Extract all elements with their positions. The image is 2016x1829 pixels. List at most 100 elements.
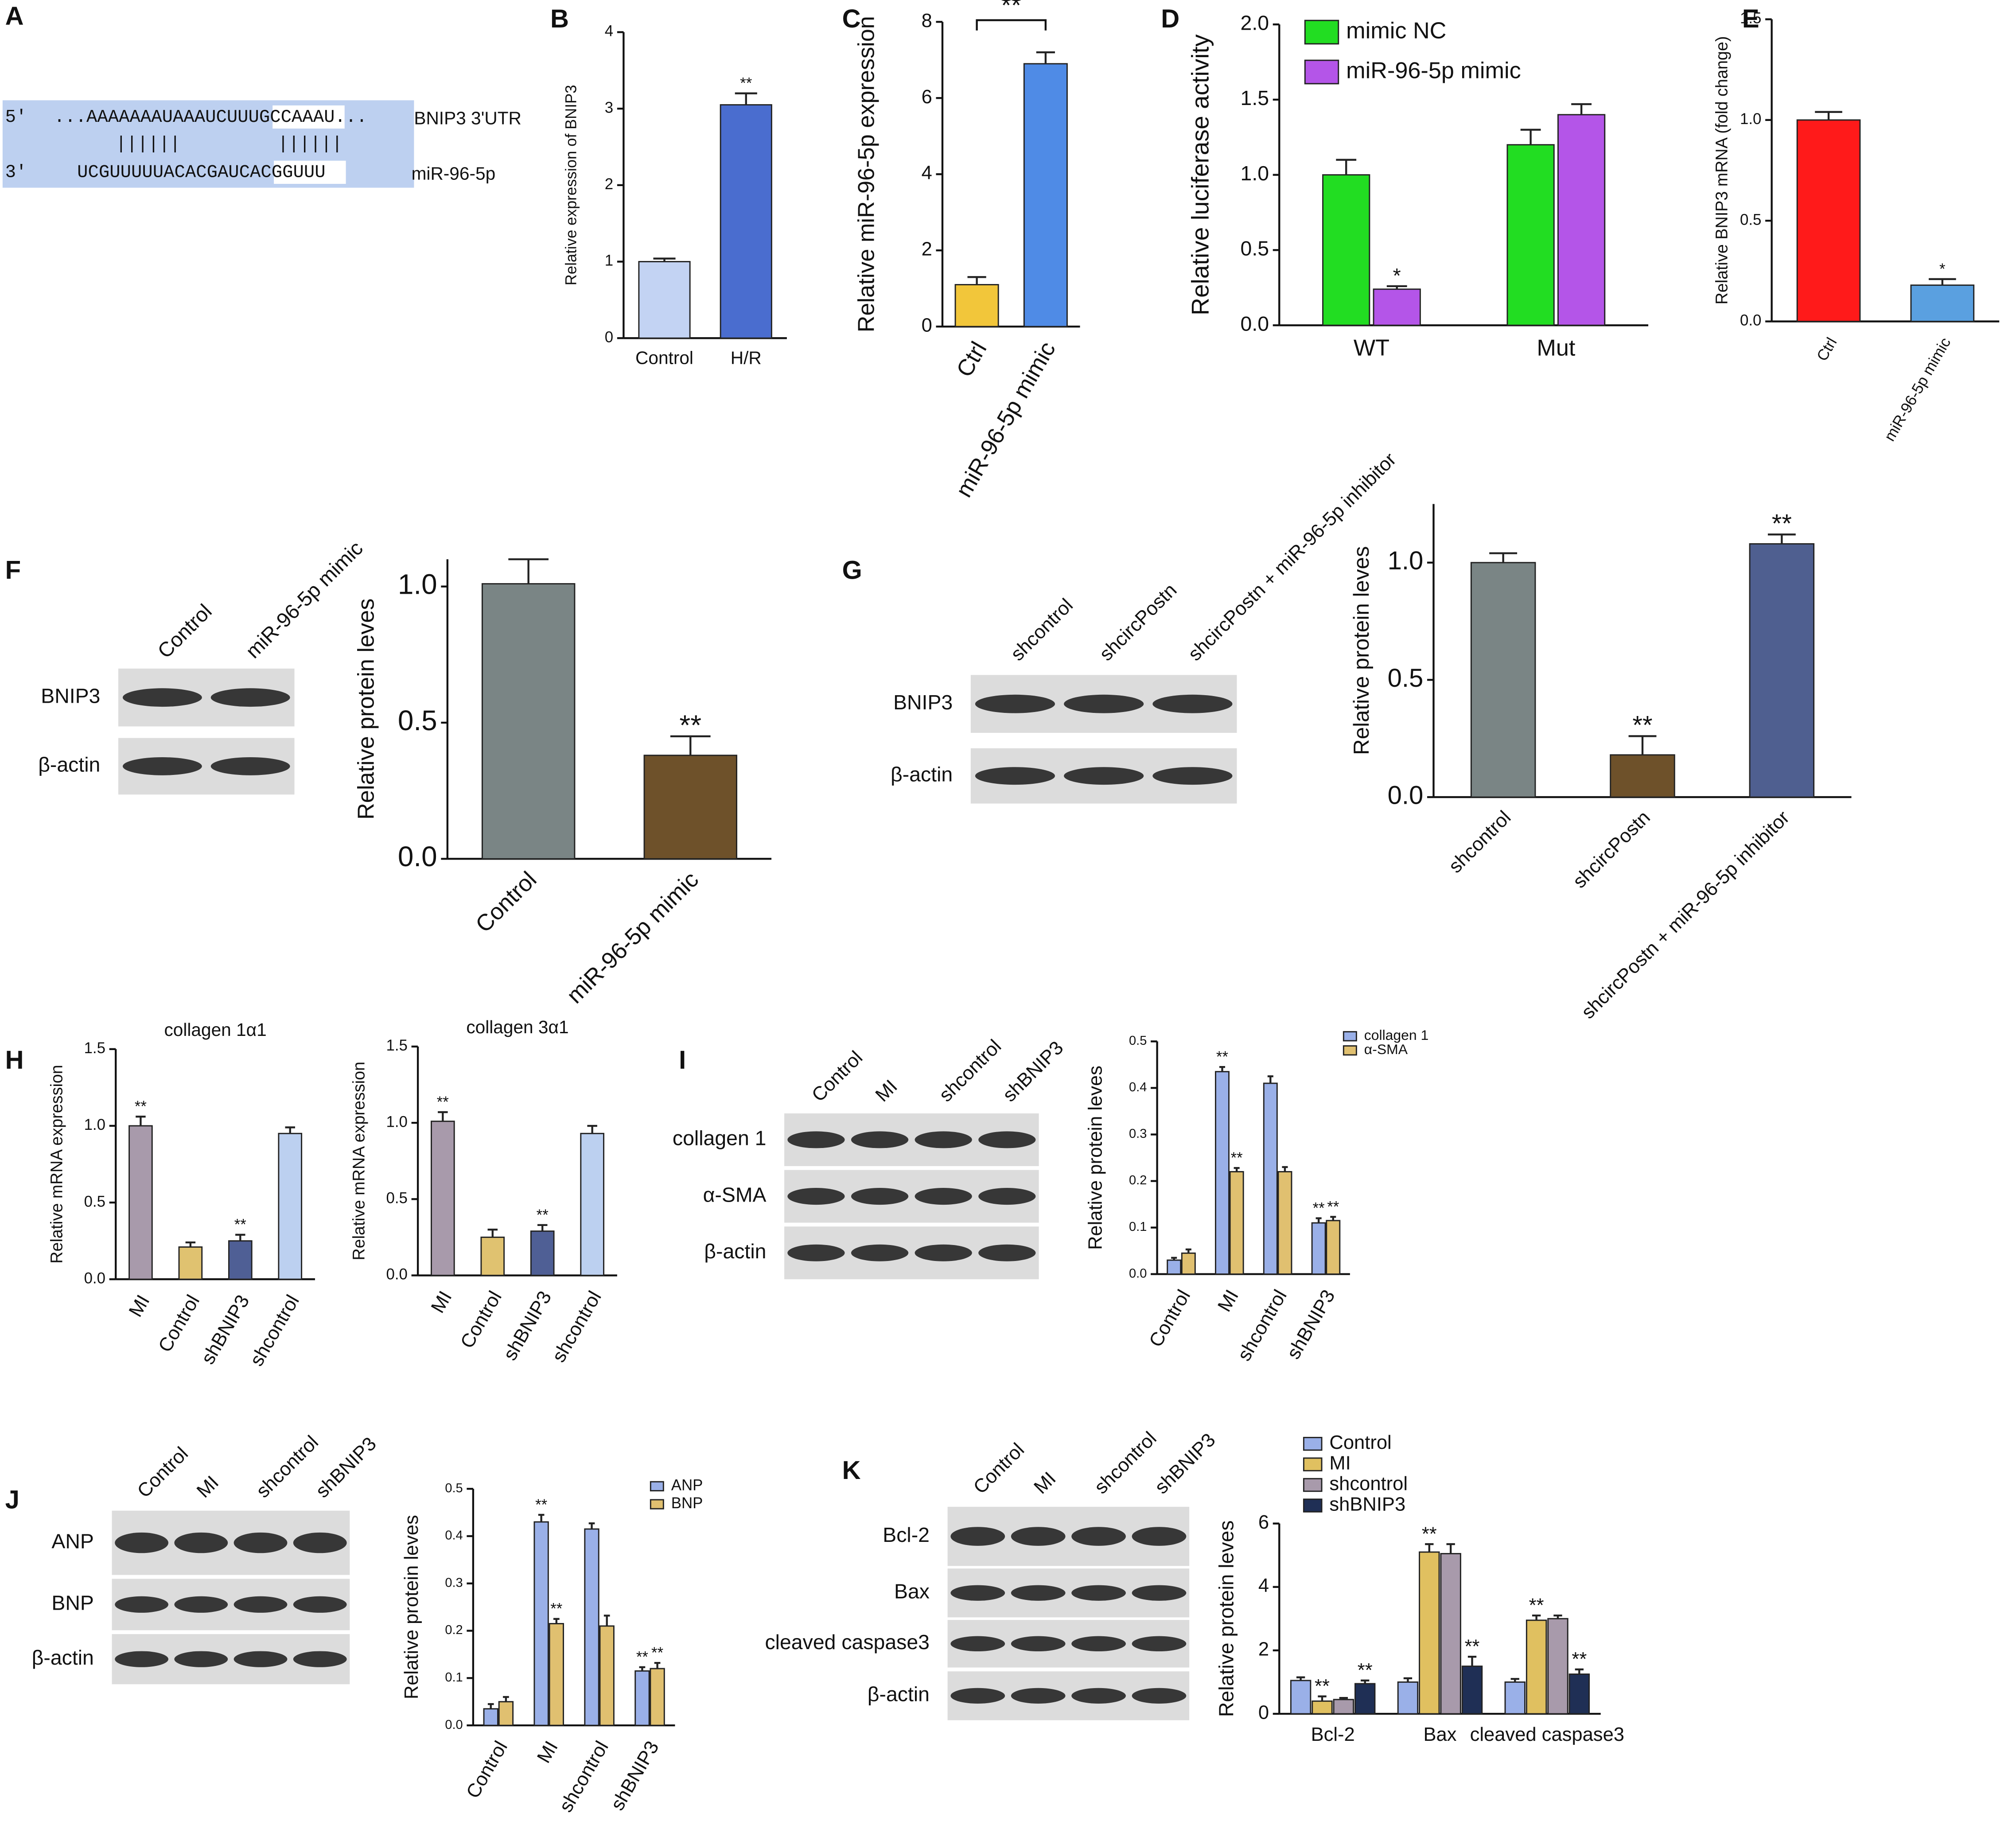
y-tick-label: 0.2 bbox=[1129, 1173, 1147, 1187]
lane-label: MI bbox=[1030, 1468, 1060, 1498]
blot-band bbox=[1152, 767, 1233, 785]
y-tick-label: 4 bbox=[605, 23, 613, 40]
x-tick-label: MI bbox=[533, 1737, 562, 1767]
bar bbox=[1229, 1171, 1244, 1275]
y-tick-label: 0.1 bbox=[1129, 1220, 1147, 1234]
blot-band bbox=[975, 767, 1055, 785]
bar bbox=[584, 1528, 599, 1726]
blot-band bbox=[1132, 1636, 1187, 1652]
bar bbox=[1354, 1683, 1376, 1715]
blot-band bbox=[915, 1188, 972, 1205]
blot-band bbox=[1152, 694, 1233, 713]
x-tick-label: H/R bbox=[731, 347, 762, 368]
y-tick-label: 2 bbox=[1258, 1638, 1269, 1660]
y-tick-label: 0.0 bbox=[1241, 312, 1269, 335]
lane-label: shBNIP3 bbox=[999, 1037, 1067, 1106]
y-tick-label: 0.5 bbox=[398, 704, 437, 736]
bar bbox=[650, 1668, 665, 1726]
significance: ** bbox=[636, 1649, 648, 1666]
bar bbox=[278, 1132, 303, 1280]
y-tick-label: 0.5 bbox=[1388, 664, 1424, 693]
y-tick-label: 0.1 bbox=[445, 1670, 463, 1685]
blot-band bbox=[115, 1596, 168, 1613]
y-tick-label: 1.5 bbox=[386, 1037, 407, 1054]
significance: ** bbox=[1313, 1199, 1325, 1217]
y-tick-label: 0.4 bbox=[445, 1529, 463, 1543]
x-tick-label: Ctrl bbox=[1814, 335, 1841, 364]
y-axis-label: Relative protein leves bbox=[1349, 546, 1374, 755]
bar bbox=[1312, 1700, 1333, 1715]
blot-band bbox=[1071, 1527, 1126, 1546]
bar bbox=[1263, 1082, 1278, 1275]
significance: * bbox=[1393, 264, 1401, 287]
significance: ** bbox=[740, 75, 752, 92]
blot-band bbox=[174, 1532, 228, 1553]
bar bbox=[128, 1125, 153, 1280]
y-tick-label: 1.0 bbox=[386, 1113, 407, 1130]
x-tick-label: shcontrol bbox=[1445, 807, 1515, 877]
legend-swatch bbox=[1303, 1436, 1323, 1451]
bracket bbox=[976, 19, 1047, 31]
significance: ** bbox=[234, 1216, 246, 1234]
y-tick-label: 0.2 bbox=[445, 1623, 463, 1637]
chart-title: collagen 3α1 bbox=[466, 1017, 568, 1037]
bar bbox=[228, 1240, 253, 1280]
three-prime: 3' bbox=[5, 163, 27, 183]
x-tick-label: miR-96-5p mimic bbox=[1881, 335, 1954, 444]
row-label: BNP bbox=[51, 1592, 93, 1615]
row-label: β-actin bbox=[32, 1646, 94, 1669]
legend-label: collagen 1 bbox=[1364, 1027, 1428, 1043]
legend-swatch bbox=[1304, 19, 1339, 45]
y-tick-label: 0.0 bbox=[84, 1269, 105, 1287]
blot-band bbox=[851, 1244, 909, 1261]
y-tick-label: 0.3 bbox=[445, 1576, 463, 1590]
y-tick-label: 0.5 bbox=[445, 1481, 463, 1495]
row-label: BNIP3 bbox=[893, 691, 953, 714]
x-tick-label: WT bbox=[1354, 335, 1389, 361]
legend-label: ANP bbox=[671, 1477, 703, 1494]
legend-swatch bbox=[1343, 1031, 1357, 1042]
x-tick-label: miR-96-5p mimic bbox=[562, 867, 704, 1008]
legend-swatch bbox=[1303, 1498, 1323, 1513]
panel-label: A bbox=[5, 2, 24, 31]
bar bbox=[481, 583, 576, 860]
legend-label: mimic NC bbox=[1346, 18, 1446, 43]
row-label: β-actin bbox=[38, 753, 100, 776]
blot-band bbox=[1071, 1688, 1126, 1704]
x-tick-label: cleaved caspase3 bbox=[1470, 1724, 1624, 1745]
y-tick-label: 6 bbox=[1258, 1512, 1269, 1533]
significance: ** bbox=[1358, 1660, 1373, 1681]
lane-label: Control bbox=[133, 1443, 192, 1502]
panel-label: F bbox=[5, 556, 21, 585]
bar bbox=[954, 284, 999, 327]
y-tick-label: 0.5 bbox=[1129, 1034, 1147, 1048]
row-label: ANP bbox=[51, 1529, 93, 1553]
y-tick-label: 0 bbox=[1258, 1702, 1269, 1724]
y-axis-label: Relative BNIP3 mRNA (fold change) bbox=[1712, 36, 1731, 305]
x-tick-label: shcontrol bbox=[246, 1292, 304, 1370]
lane-label: MI bbox=[872, 1076, 902, 1106]
blot-band bbox=[1132, 1585, 1187, 1601]
y-tick-label: 2.0 bbox=[1241, 11, 1269, 34]
y-tick-label: 0.3 bbox=[1129, 1127, 1147, 1141]
significance: ** bbox=[1001, 0, 1021, 20]
blot-band bbox=[293, 1532, 347, 1553]
blot-band bbox=[915, 1131, 972, 1148]
bar bbox=[1506, 144, 1555, 326]
blot-band bbox=[122, 688, 202, 707]
y-tick-label: 1 bbox=[605, 252, 613, 269]
bar bbox=[599, 1625, 615, 1726]
y-tick-label: 1.5 bbox=[84, 1039, 105, 1057]
x-tick-label: shBNIP3 bbox=[607, 1737, 663, 1814]
y-tick-label: 1.0 bbox=[1241, 162, 1269, 185]
lane-label: shBNIP3 bbox=[311, 1433, 380, 1502]
bar bbox=[1910, 284, 1975, 322]
lane-label: Control bbox=[808, 1047, 867, 1106]
y-tick-label: 0.5 bbox=[1740, 211, 1761, 228]
lane-label: shcontrol bbox=[1090, 1428, 1161, 1498]
x-tick-label: Control bbox=[456, 1288, 506, 1352]
bar bbox=[638, 261, 691, 339]
blot-band bbox=[293, 1651, 347, 1667]
y-tick-label: 1.0 bbox=[1388, 546, 1424, 575]
y-axis-label: Relative protein leves bbox=[401, 1515, 422, 1699]
